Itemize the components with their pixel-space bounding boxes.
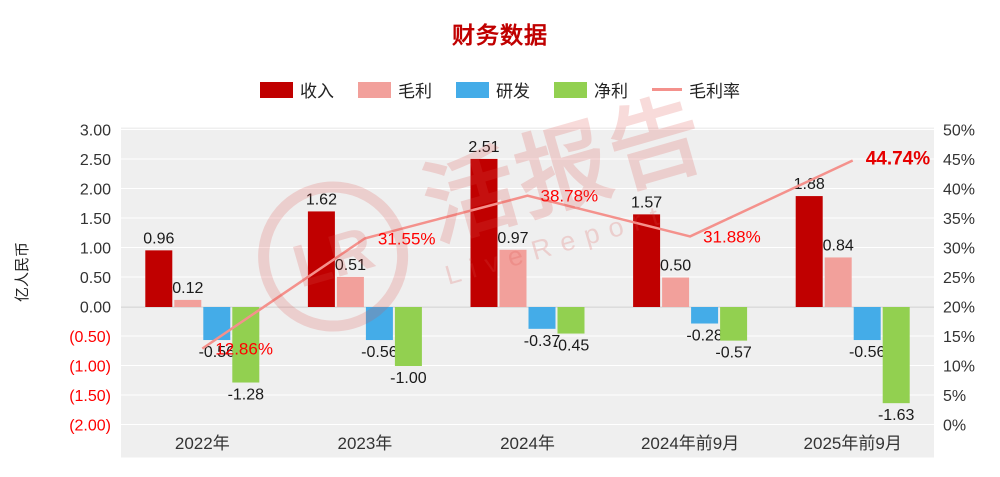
x-axis-label: 2024年 — [500, 434, 555, 453]
left-axis-tick: 3.00 — [80, 123, 111, 140]
rd-swatch-icon — [456, 81, 489, 98]
legend-item-margin: 毛利率 — [652, 77, 740, 102]
bar-value-label: 1.88 — [794, 176, 825, 193]
bar-净利-2024年前9月 — [720, 307, 748, 341]
left-axis-tick: 0.50 — [80, 270, 111, 287]
bar-value-label: 0.97 — [497, 230, 528, 247]
bar-value-label: 0.50 — [660, 258, 691, 275]
bar-毛利-2025年前9月 — [824, 257, 852, 307]
bar-收入-2022年 — [145, 250, 173, 307]
bar-value-label: 2.51 — [468, 139, 499, 156]
legend-label: 研发 — [496, 82, 530, 101]
bar-value-label: -0.28 — [686, 328, 723, 345]
right-axis-tick: 50% — [943, 123, 975, 140]
left-axis-tick: 1.00 — [80, 241, 111, 258]
legend-item-gross: 毛利 — [358, 77, 432, 102]
bar-value-label: -0.56 — [199, 344, 236, 361]
legend-label: 净利 — [594, 82, 628, 101]
revenue-swatch-icon — [260, 81, 293, 98]
right-axis-tick: 35% — [943, 211, 975, 228]
left-axis-tick: (1.50) — [69, 388, 111, 405]
legend-item-rd: 研发 — [456, 77, 530, 102]
left-axis-tick: (2.00) — [69, 418, 111, 435]
left-axis-tick: (1.00) — [69, 359, 111, 376]
margin-value-label: 44.74% — [866, 149, 931, 170]
bar-value-label: -0.56 — [849, 344, 886, 361]
left-axis-tick: 0.00 — [80, 300, 111, 317]
bar-毛利-2023年 — [336, 276, 364, 307]
right-axis-tick: 30% — [943, 241, 975, 258]
left-axis-tick: 2.50 — [80, 152, 111, 169]
bar-收入-2024年前9月 — [633, 214, 661, 307]
bar-value-label: 0.51 — [335, 257, 366, 274]
bar-value-label: 1.62 — [306, 191, 337, 208]
bar-value-label: 1.57 — [631, 194, 662, 211]
bar-value-label: 0.12 — [172, 280, 203, 297]
bar-value-label: 0.84 — [823, 237, 854, 254]
gross-swatch-icon — [358, 81, 391, 98]
right-axis-tick: 25% — [943, 270, 975, 287]
right-axis-tick: 45% — [943, 152, 975, 169]
bar-研发-2022年 — [203, 307, 231, 341]
left-axis-tick: 2.00 — [80, 182, 111, 199]
bar-收入-2023年 — [307, 211, 335, 307]
right-axis-tick: 40% — [943, 182, 975, 199]
bar-研发-2023年 — [365, 307, 393, 341]
margin-value-label: 12.86% — [215, 340, 273, 359]
right-axis-tick: 5% — [943, 388, 966, 405]
x-axis-label: 2024年前9月 — [641, 434, 739, 453]
bar-净利-2025年前9月 — [882, 307, 910, 404]
bar-净利-2023年 — [394, 307, 422, 366]
bar-value-label: -0.37 — [524, 333, 561, 350]
legend-label: 毛利率 — [689, 82, 740, 101]
x-axis-label: 2023年 — [337, 434, 392, 453]
chart-title: 财务数据 — [452, 22, 548, 48]
margin-line — [201, 159, 854, 350]
bar-净利-2024年 — [557, 307, 585, 334]
legend-item-net: 净利 — [554, 77, 628, 102]
bar-收入-2024年 — [470, 158, 498, 307]
bar-研发-2024年前9月 — [691, 307, 719, 324]
bar-value-label: -1.63 — [878, 407, 915, 424]
left-axis-tick: 1.50 — [80, 211, 111, 228]
left-axis-tick: (0.50) — [69, 329, 111, 346]
legend-label: 收入 — [300, 82, 334, 101]
right-axis-tick: 15% — [943, 329, 975, 346]
bar-value-label: -0.57 — [715, 345, 752, 362]
bar-毛利-2024年 — [499, 249, 527, 307]
right-axis-tick: 10% — [943, 359, 975, 376]
bar-研发-2025年前9月 — [853, 307, 881, 341]
net-swatch-icon — [554, 81, 587, 98]
right-axis-tick: 0% — [943, 418, 966, 435]
bar-value-label: -1.28 — [228, 387, 265, 404]
legend-item-revenue: 收入 — [260, 77, 334, 102]
x-axis-label: 2025年前9月 — [804, 434, 902, 453]
bar-收入-2025年前9月 — [795, 196, 823, 307]
bar-研发-2024年 — [528, 307, 556, 329]
bar-value-label: -1.00 — [390, 370, 427, 387]
margin-swatch-icon — [652, 88, 682, 91]
left-axis-title: 亿人民币 — [14, 242, 31, 302]
margin-value-label: 31.55% — [378, 229, 436, 248]
margin-value-label: 31.88% — [703, 227, 761, 246]
right-axis-tick: 20% — [943, 300, 975, 317]
bar-毛利-2022年 — [174, 299, 202, 307]
bar-value-label: -0.45 — [553, 338, 590, 355]
legend-label: 毛利 — [398, 82, 432, 101]
bar-value-label: -0.56 — [361, 344, 398, 361]
x-axis-label: 2022年 — [175, 434, 230, 453]
legend: 收入 毛利 研发 净利 毛利率 — [0, 77, 1000, 102]
bar-value-label: 0.96 — [143, 230, 174, 247]
margin-value-label: 38.78% — [541, 187, 599, 206]
bar-毛利-2024年前9月 — [662, 277, 690, 307]
